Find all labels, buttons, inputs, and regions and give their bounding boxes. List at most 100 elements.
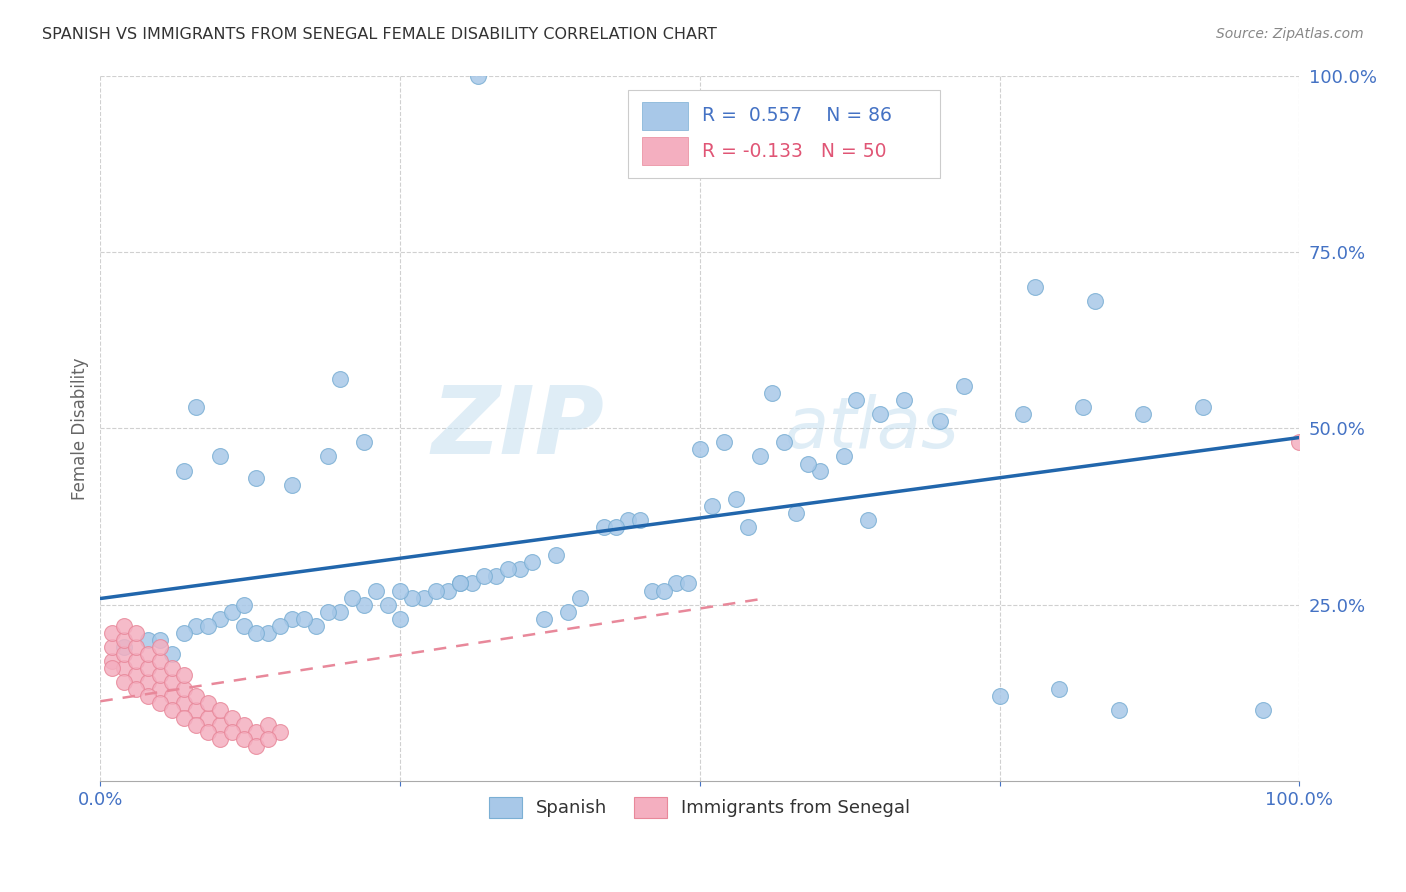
Point bbox=[269, 619, 291, 633]
Point bbox=[1288, 435, 1310, 450]
Point bbox=[269, 724, 291, 739]
Point bbox=[136, 675, 159, 690]
Point bbox=[461, 576, 484, 591]
Point bbox=[245, 724, 267, 739]
Point bbox=[257, 731, 280, 746]
Point bbox=[700, 499, 723, 513]
Point bbox=[186, 703, 208, 717]
Point bbox=[1049, 682, 1071, 697]
Point bbox=[112, 675, 135, 690]
Point bbox=[401, 591, 423, 605]
Point bbox=[233, 717, 256, 731]
Point bbox=[209, 612, 232, 626]
Point bbox=[125, 654, 148, 668]
Text: Source: ZipAtlas.com: Source: ZipAtlas.com bbox=[1216, 27, 1364, 41]
Point bbox=[316, 605, 339, 619]
Point bbox=[149, 654, 172, 668]
Point bbox=[808, 464, 831, 478]
Text: SPANISH VS IMMIGRANTS FROM SENEGAL FEMALE DISABILITY CORRELATION CHART: SPANISH VS IMMIGRANTS FROM SENEGAL FEMAL… bbox=[42, 27, 717, 42]
Point bbox=[173, 697, 195, 711]
Point bbox=[112, 632, 135, 647]
Point bbox=[197, 710, 219, 724]
Point bbox=[101, 654, 124, 668]
Point bbox=[125, 625, 148, 640]
Point bbox=[173, 464, 195, 478]
Point bbox=[544, 548, 567, 562]
Point bbox=[1251, 703, 1274, 717]
Point bbox=[568, 591, 591, 605]
Point bbox=[340, 591, 363, 605]
Bar bbox=[643, 102, 688, 130]
Point bbox=[209, 703, 232, 717]
Point bbox=[186, 400, 208, 414]
Point bbox=[449, 576, 471, 591]
Point bbox=[149, 697, 172, 711]
Point bbox=[245, 625, 267, 640]
Point bbox=[353, 598, 375, 612]
Point bbox=[689, 442, 711, 457]
Point bbox=[449, 576, 471, 591]
Point bbox=[125, 668, 148, 682]
Point bbox=[221, 605, 243, 619]
Point bbox=[316, 450, 339, 464]
Point bbox=[173, 682, 195, 697]
Point bbox=[520, 555, 543, 569]
Point bbox=[832, 450, 855, 464]
Point bbox=[509, 562, 531, 576]
Point bbox=[425, 583, 447, 598]
Y-axis label: Female Disability: Female Disability bbox=[72, 357, 89, 500]
Point bbox=[136, 647, 159, 661]
Point bbox=[136, 661, 159, 675]
Legend: Spanish, Immigrants from Senegal: Spanish, Immigrants from Senegal bbox=[482, 789, 918, 825]
Point bbox=[353, 435, 375, 450]
Point bbox=[467, 69, 489, 83]
Point bbox=[761, 386, 783, 401]
Point bbox=[628, 513, 651, 527]
Point bbox=[389, 583, 412, 598]
Point bbox=[149, 640, 172, 654]
Point bbox=[125, 682, 148, 697]
Point bbox=[101, 661, 124, 675]
Point bbox=[281, 477, 304, 491]
Point bbox=[173, 625, 195, 640]
Point bbox=[101, 640, 124, 654]
Point bbox=[233, 619, 256, 633]
Point bbox=[928, 414, 950, 428]
Point bbox=[364, 583, 387, 598]
Point bbox=[186, 717, 208, 731]
Point bbox=[1024, 280, 1046, 294]
Point bbox=[748, 450, 770, 464]
Point bbox=[845, 392, 868, 407]
Point bbox=[101, 625, 124, 640]
Point bbox=[209, 450, 232, 464]
Point bbox=[329, 372, 352, 386]
Text: atlas: atlas bbox=[783, 393, 959, 463]
Point bbox=[641, 583, 664, 598]
Point bbox=[1012, 407, 1035, 421]
Text: ZIP: ZIP bbox=[432, 383, 603, 475]
Point bbox=[1192, 400, 1215, 414]
Text: R =  0.557    N = 86: R = 0.557 N = 86 bbox=[702, 106, 891, 125]
Point bbox=[557, 605, 579, 619]
Point bbox=[772, 435, 794, 450]
Point bbox=[112, 661, 135, 675]
Point bbox=[676, 576, 699, 591]
Point bbox=[136, 632, 159, 647]
Point bbox=[377, 598, 399, 612]
Point bbox=[893, 392, 915, 407]
Point bbox=[737, 520, 759, 534]
Point bbox=[125, 640, 148, 654]
Point bbox=[305, 619, 328, 633]
Point bbox=[245, 470, 267, 484]
Point bbox=[485, 569, 508, 583]
Point bbox=[162, 661, 184, 675]
Point bbox=[785, 506, 807, 520]
Point bbox=[162, 647, 184, 661]
Point bbox=[209, 731, 232, 746]
Point bbox=[112, 640, 135, 654]
Point bbox=[533, 612, 555, 626]
Point bbox=[329, 605, 352, 619]
Point bbox=[197, 697, 219, 711]
FancyBboxPatch shape bbox=[628, 89, 939, 178]
Point bbox=[437, 583, 460, 598]
